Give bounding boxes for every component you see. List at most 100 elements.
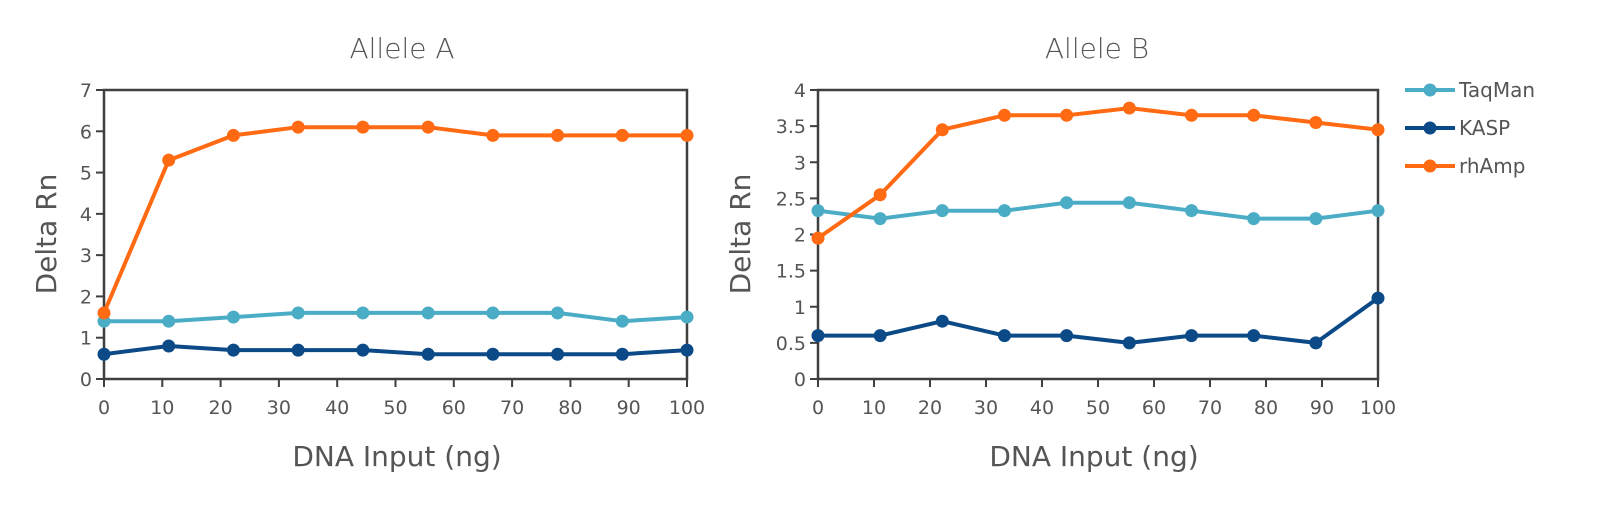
data-point — [226, 310, 240, 324]
data-point — [356, 306, 370, 320]
data-point — [1371, 204, 1385, 218]
data-point — [680, 310, 694, 324]
data-point — [1060, 108, 1074, 122]
data-point — [1185, 329, 1199, 343]
data-point — [811, 329, 825, 343]
series-line — [102, 125, 687, 314]
data-point — [1247, 212, 1261, 226]
data-point — [291, 120, 305, 134]
data-point — [291, 306, 305, 320]
plot-frame — [816, 88, 1380, 381]
data-point — [1185, 204, 1199, 218]
x-tick-label: 40 — [325, 397, 349, 419]
legend: TaqMan KASP rhAmp — [1405, 78, 1535, 178]
series-rhamp — [97, 120, 694, 320]
y-tick-label: 3 — [794, 152, 806, 174]
data-point — [356, 343, 370, 357]
data-point — [1122, 336, 1136, 350]
y-tick-label: 1 — [80, 328, 92, 350]
data-point — [935, 123, 949, 137]
y-tick-label: 4 — [794, 80, 806, 102]
x-tick-label: 90 — [1310, 397, 1334, 419]
series-line — [818, 296, 1380, 345]
data-point — [1185, 108, 1199, 122]
series-kasp — [97, 339, 694, 361]
x-tick-label: 0 — [812, 397, 824, 419]
data-point — [162, 314, 176, 328]
data-point — [873, 188, 887, 202]
legend-swatch-marker — [1423, 83, 1437, 97]
data-point — [680, 128, 694, 142]
y-tick-label: 3.5 — [776, 116, 806, 138]
series-line — [104, 310, 688, 324]
y-tick-label: 4 — [80, 204, 92, 226]
data-point — [421, 306, 435, 320]
series-taqman — [97, 306, 694, 328]
legend-label: rhAmp — [1459, 154, 1525, 178]
y-tick-label: 1.5 — [776, 261, 806, 283]
data-point — [873, 212, 887, 226]
legend-label: KASP — [1459, 116, 1510, 140]
data-point — [873, 329, 887, 343]
series-kasp — [811, 291, 1385, 350]
data-point — [1122, 101, 1136, 115]
data-point — [291, 343, 305, 357]
data-point — [615, 128, 629, 142]
y-tick-label: 6 — [80, 121, 92, 143]
y-tick-label: 2 — [80, 286, 92, 308]
x-tick-label: 60 — [442, 397, 466, 419]
x-tick-label: 70 — [1198, 397, 1222, 419]
x-tick-label: 50 — [1086, 397, 1110, 419]
data-point — [935, 204, 949, 218]
data-point — [486, 128, 500, 142]
data-point — [811, 231, 825, 245]
series-taqman — [811, 196, 1385, 226]
data-point — [997, 204, 1011, 218]
data-point — [162, 339, 176, 353]
data-point — [551, 128, 565, 142]
data-point — [97, 347, 111, 361]
y-tick-label: 1 — [794, 297, 806, 319]
chart-title: Allele B — [1045, 32, 1149, 65]
data-point — [1247, 108, 1261, 122]
x-tick-label: 60 — [1142, 397, 1166, 419]
y-tick-label: 2 — [794, 225, 806, 247]
legend-item-rhamp: rhAmp — [1405, 154, 1525, 178]
data-point — [1060, 196, 1074, 210]
data-point — [935, 314, 949, 328]
legend-label: TaqMan — [1458, 78, 1535, 102]
data-point — [1371, 291, 1385, 305]
data-point — [1060, 329, 1074, 343]
data-point — [226, 343, 240, 357]
data-point — [680, 343, 694, 357]
data-point — [551, 306, 565, 320]
legend-swatch-marker — [1423, 159, 1437, 173]
data-point — [551, 347, 565, 361]
data-point — [1247, 329, 1261, 343]
x-axis-label: DNA Input (ng) — [292, 440, 501, 473]
x-tick-label: 30 — [974, 397, 998, 419]
x-tick-label: 30 — [267, 397, 291, 419]
data-point — [421, 120, 435, 134]
data-point — [811, 204, 825, 218]
y-axis-label: Delta Rn — [30, 174, 63, 295]
plot-frame — [102, 88, 689, 381]
x-tick-label: 80 — [558, 397, 582, 419]
data-point — [226, 128, 240, 142]
data-point — [997, 108, 1011, 122]
data-point — [486, 347, 500, 361]
x-tick-label: 50 — [383, 397, 407, 419]
data-point — [1371, 123, 1385, 137]
data-point — [1309, 212, 1323, 226]
x-tick-label: 70 — [500, 397, 524, 419]
y-tick-label: 0 — [80, 369, 92, 391]
data-point — [615, 347, 629, 361]
y-tick-label: 5 — [80, 163, 92, 185]
x-tick-label: 20 — [209, 397, 233, 419]
y-tick-label: 7 — [80, 80, 92, 102]
x-tick-label: 10 — [862, 397, 886, 419]
data-point — [1122, 196, 1136, 210]
data-point — [1309, 336, 1323, 350]
